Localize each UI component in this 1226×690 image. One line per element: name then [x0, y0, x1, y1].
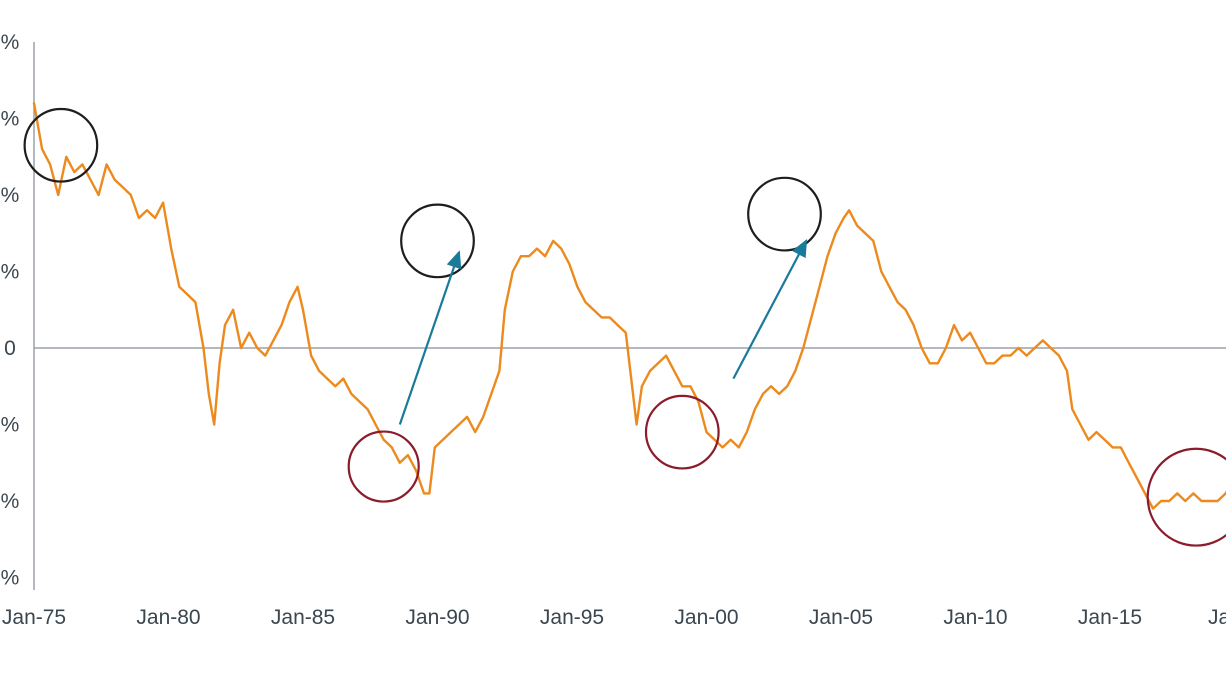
trough-circle [347, 430, 420, 503]
x-tick-label: Jan-05 [809, 606, 873, 629]
x-tick-label: Jan-10 [943, 606, 1007, 629]
peak-circle [23, 107, 99, 183]
peak-circle [400, 203, 475, 279]
y-tick-label: % [1, 31, 20, 54]
x-tick-label: Jan-00 [674, 606, 738, 629]
y-tick-label: % [1, 490, 20, 513]
axes [33, 42, 1226, 590]
y-tick-label: % [1, 414, 20, 437]
x-tick-label: Jan-85 [271, 606, 335, 629]
y-tick-label: % [1, 567, 20, 590]
y-axis-tick-labels: %%%% 0%%% [1, 31, 20, 590]
peak-circle [747, 176, 822, 252]
x-tick-label: Jan-80 [136, 606, 200, 629]
trend-arrow [732, 238, 808, 380]
series-group [32, 102, 1226, 510]
x-tick-label: Jan-90 [405, 606, 469, 629]
y-tick-label: 0 [4, 337, 16, 360]
trough-circle [644, 394, 720, 470]
x-tick-label: Ja [1208, 606, 1226, 629]
y-tick-label: % [1, 184, 20, 207]
series-line [32, 102, 1226, 510]
x-tick-label: Jan-15 [1078, 606, 1142, 629]
annotations-group [23, 107, 1226, 547]
x-tick-label: Jan-75 [2, 606, 66, 629]
trough-circle [1146, 447, 1226, 547]
x-axis-tick-labels: Jan-75 Jan-80 Jan-85 Jan-90 Jan-95 Jan-00 Jan-… [2, 606, 1226, 629]
x-tick-label: Jan-95 [540, 606, 604, 629]
y-tick-label: % [1, 261, 20, 284]
trend-arrow [398, 250, 462, 425]
y-tick-label: % [1, 108, 20, 131]
